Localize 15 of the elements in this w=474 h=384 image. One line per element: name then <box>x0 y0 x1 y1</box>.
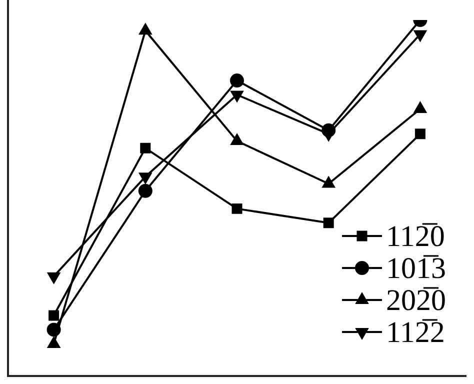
point <box>48 310 60 321</box>
point <box>323 218 334 228</box>
point <box>139 172 152 184</box>
point <box>138 184 152 198</box>
point <box>232 203 242 214</box>
point <box>48 336 60 348</box>
point <box>414 30 426 42</box>
legend-label: 202̅0 <box>386 284 446 317</box>
legend-label: 101̅3 <box>386 252 446 285</box>
point <box>140 142 151 154</box>
legend-label: 112̅0 <box>386 220 445 253</box>
point <box>230 90 244 102</box>
legend-label: 112̅2 <box>386 316 445 349</box>
point <box>230 74 244 88</box>
point <box>414 128 426 140</box>
